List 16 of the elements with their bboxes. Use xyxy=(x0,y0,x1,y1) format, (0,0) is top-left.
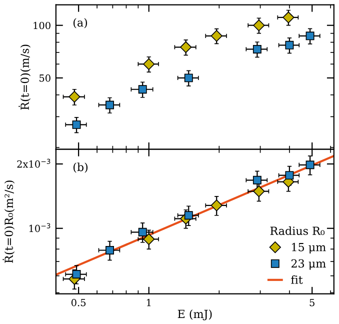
y-axis-title: Ṙ(t=0)R₀(m²/s) xyxy=(2,180,15,263)
x-axis-title: E (mJ) xyxy=(178,310,212,320)
y-tick-label: 10$^{−3}$ xyxy=(29,223,50,232)
x-tick-label: 1 xyxy=(146,298,151,306)
legend-label: 23 μm xyxy=(291,259,326,270)
y-tick-label: 2x10$^{−3}$ xyxy=(17,158,50,168)
legend-label: 15 μm xyxy=(292,242,326,254)
legend-title: Radius R₀ xyxy=(270,226,325,236)
annotation: (a) xyxy=(73,18,88,28)
legend-label: fit xyxy=(291,275,303,284)
y-tick-label: 50 xyxy=(40,74,50,82)
y-tick-label: 100 xyxy=(34,22,50,30)
annotation: (b) xyxy=(73,162,88,173)
x-tick-label: 0.5 xyxy=(71,298,86,306)
y-axis-title: Ṙ(t=0)(m/s) xyxy=(18,44,31,110)
x-tick-label: 5 xyxy=(310,299,314,306)
